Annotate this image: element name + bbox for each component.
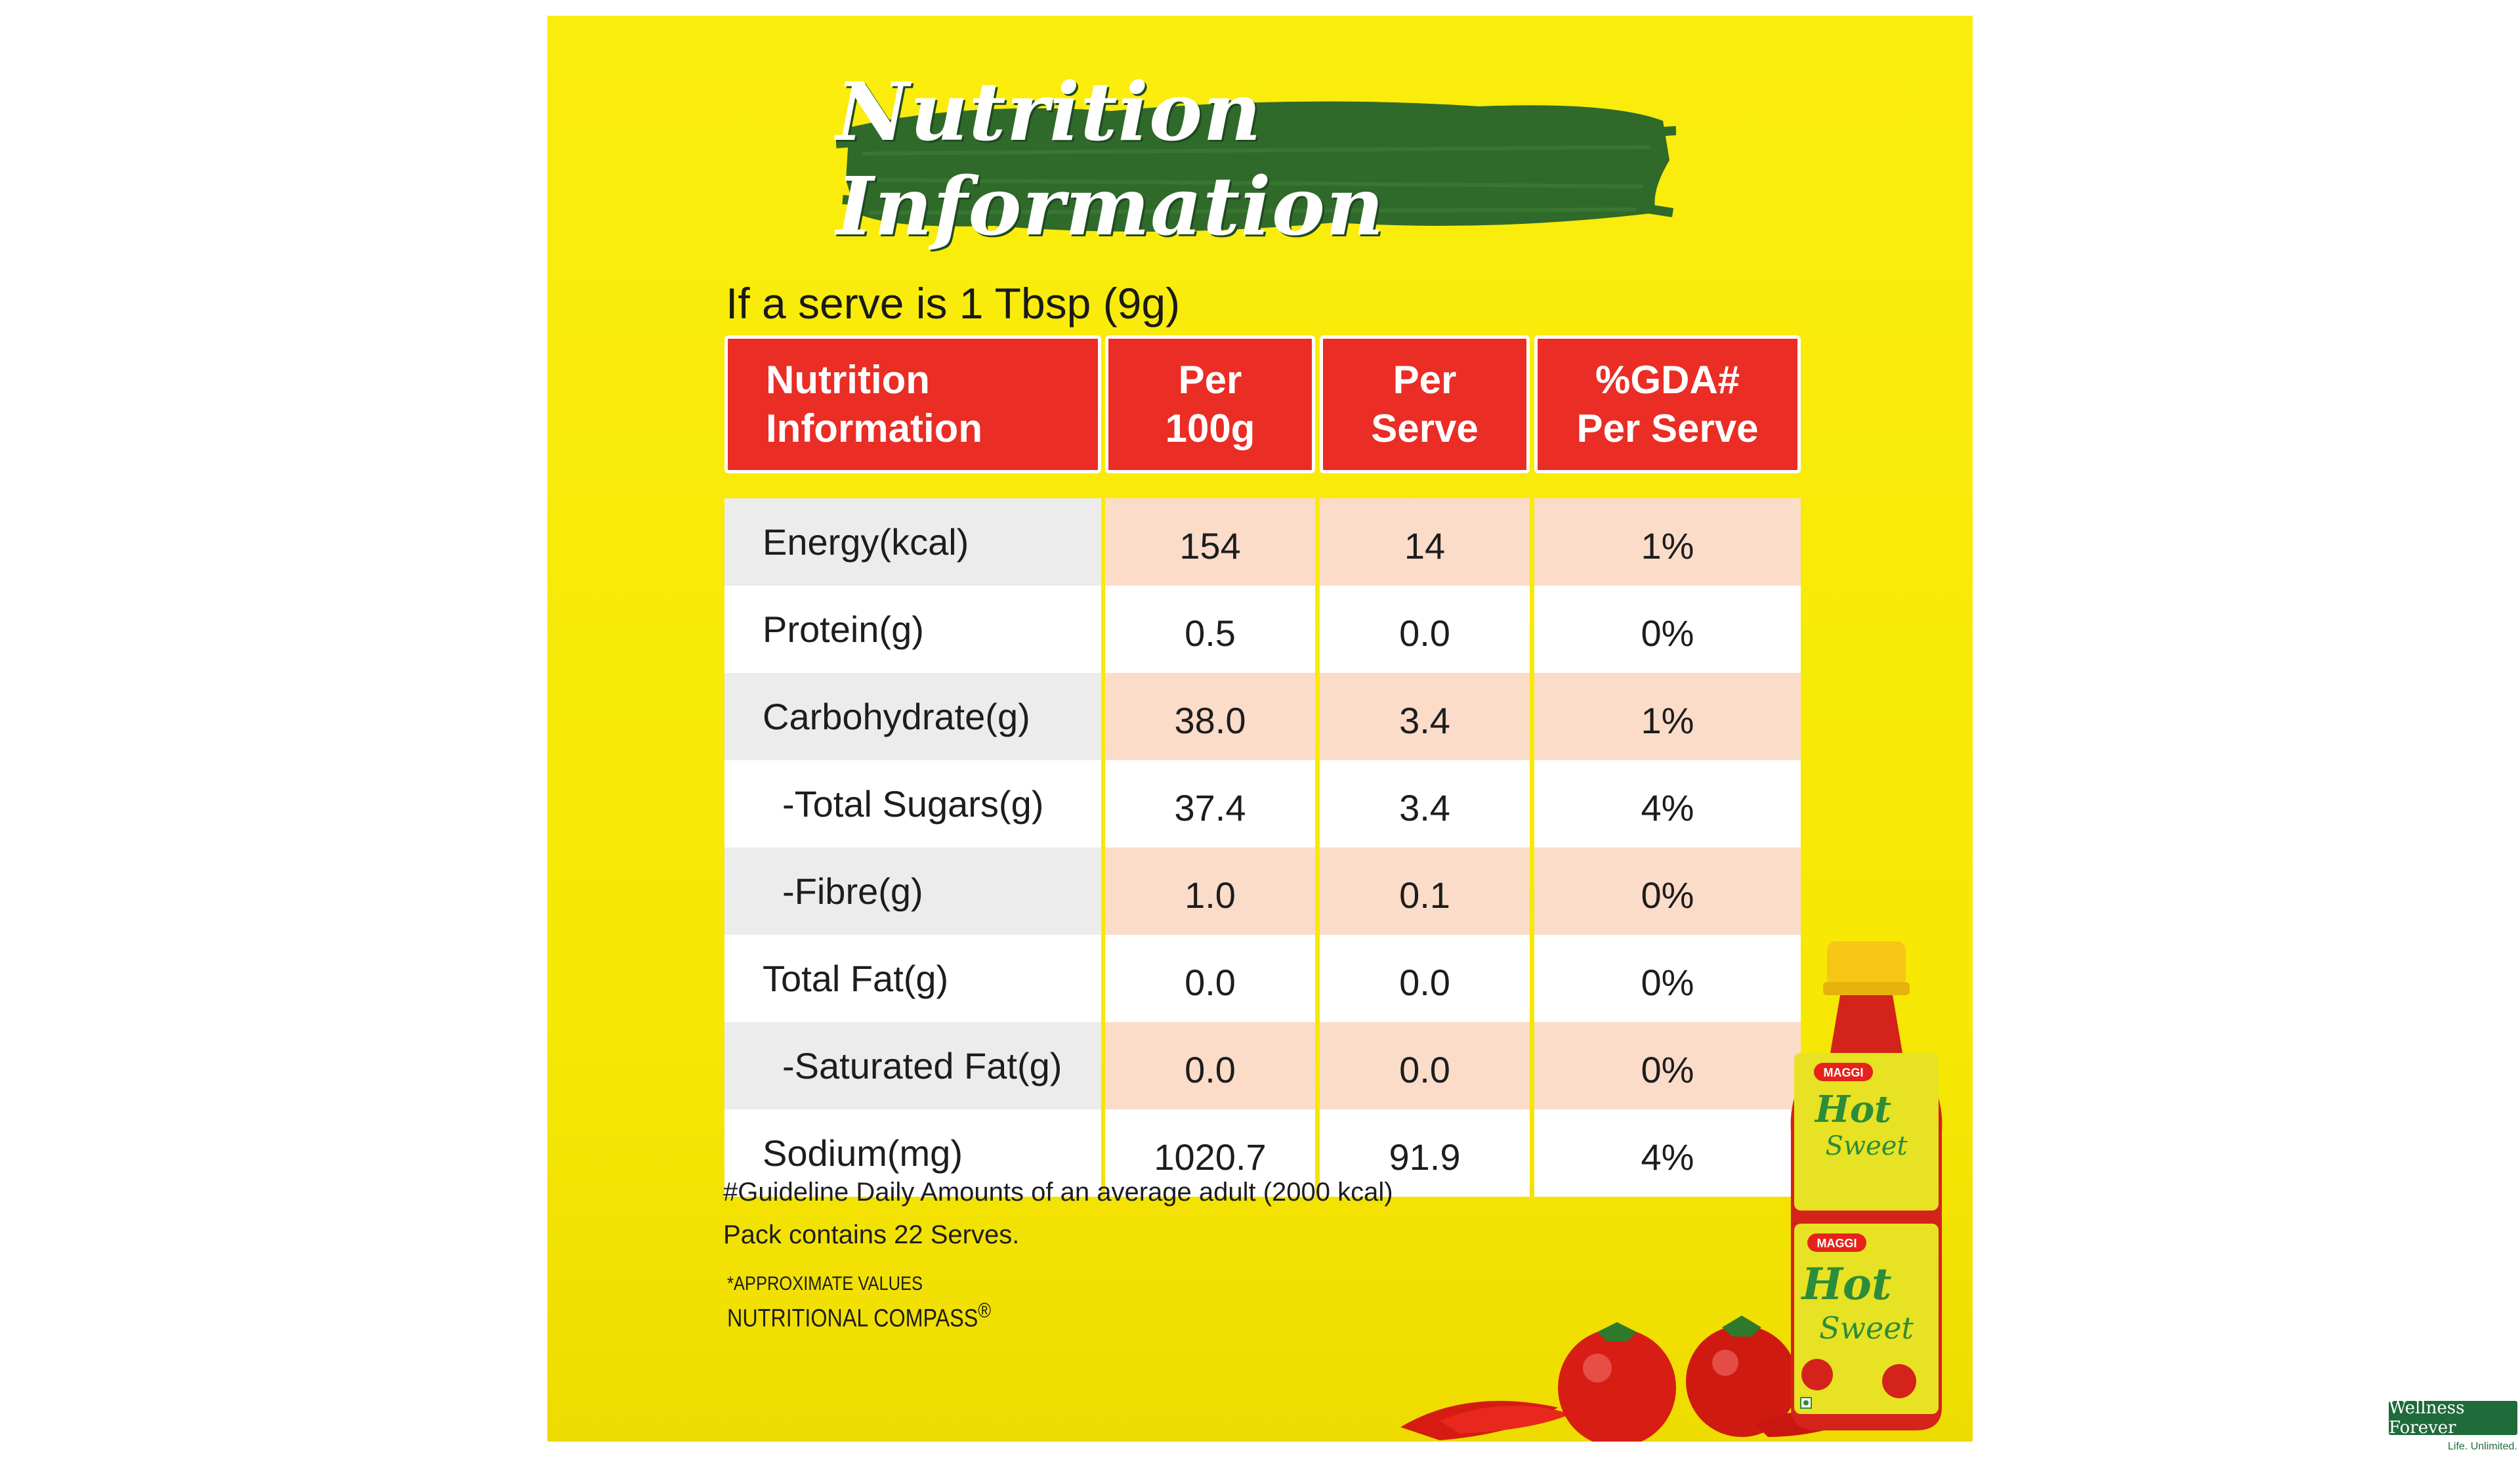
value-per-serve: 0.0 bbox=[1320, 935, 1530, 1022]
row-label: Protein(g) bbox=[724, 586, 1101, 673]
header-col4-line2: Per Serve bbox=[1576, 406, 1759, 450]
row-label: Carbohydrate(g) bbox=[724, 673, 1101, 760]
nutrition-card: Nutrition Information If a serve is 1 Tb… bbox=[547, 16, 1973, 1442]
bottle-hot-label-top: Hot bbox=[1814, 1088, 1891, 1131]
value-gda: 0% bbox=[1534, 586, 1801, 673]
row-label: Total Fat(g) bbox=[724, 935, 1101, 1022]
registered-mark: ® bbox=[978, 1298, 992, 1322]
row-label: Sodium(mg) bbox=[724, 1109, 1101, 1197]
table-row: Sodium(mg) 1020.7 91.9 4% bbox=[724, 1109, 1801, 1197]
value-per-100g: 154 bbox=[1105, 498, 1315, 586]
value-per-serve: 91.9 bbox=[1320, 1109, 1530, 1197]
value-per-serve: 0.1 bbox=[1320, 847, 1530, 935]
header-per-100g: Per 100g bbox=[1105, 335, 1315, 473]
approx-values-text: *APPROXIMATE VALUES bbox=[727, 1273, 923, 1295]
header-col1-line2: Information bbox=[766, 406, 982, 450]
brush-banner bbox=[836, 101, 1676, 232]
bottle-brand-bottom: MAGGI bbox=[1817, 1237, 1857, 1250]
value-per-serve: 0.0 bbox=[1320, 586, 1530, 673]
value-gda: 0% bbox=[1534, 935, 1801, 1022]
wellness-forever-tagline: Life. Unlimited. bbox=[2448, 1441, 2517, 1452]
value-per-100g: 1.0 bbox=[1105, 847, 1315, 935]
value-gda: 4% bbox=[1534, 1109, 1801, 1197]
table-row: Protein(g) 0.5 0.0 0% bbox=[724, 586, 1801, 673]
nutrition-table-body: Energy(kcal) 154 14 1% Protein(g) 0.5 0.… bbox=[724, 498, 1801, 1197]
bottle-brand-top: MAGGI bbox=[1824, 1066, 1864, 1079]
approx-footnote: *APPROXIMATE VALUES NUTRITIONAL COMPASS® bbox=[727, 1271, 991, 1332]
table-row: Total Fat(g) 0.0 0.0 0% bbox=[724, 935, 1801, 1022]
header-col3-line1: Per bbox=[1393, 358, 1457, 402]
serve-size-text: If a serve is 1 Tbsp (9g) bbox=[726, 279, 1181, 328]
value-gda: 0% bbox=[1534, 1022, 1801, 1109]
value-per-100g: 37.4 bbox=[1105, 760, 1315, 847]
header-col1-line1: Nutrition bbox=[766, 358, 930, 402]
table-row: Carbohydrate(g) 38.0 3.4 1% bbox=[724, 673, 1801, 760]
pack-footnote: Pack contains 22 Serves. bbox=[723, 1220, 1020, 1249]
value-per-100g: 0.0 bbox=[1105, 935, 1315, 1022]
row-label: Energy(kcal) bbox=[724, 498, 1101, 586]
value-gda: 1% bbox=[1534, 673, 1801, 760]
bottle-sweet-label-top: Sweet bbox=[1825, 1131, 1908, 1161]
value-gda: 4% bbox=[1534, 760, 1801, 847]
value-per-serve: 3.4 bbox=[1320, 673, 1530, 760]
table-row: -Saturated Fat(g) 0.0 0.0 0% bbox=[724, 1022, 1801, 1109]
value-per-100g: 38.0 bbox=[1105, 673, 1315, 760]
value-per-serve: 14 bbox=[1320, 498, 1530, 586]
header-col2-line2: 100g bbox=[1165, 406, 1255, 450]
table-row: -Total Sugars(g) 37.4 3.4 4% bbox=[724, 760, 1801, 847]
header-per-serve: Per Serve bbox=[1320, 335, 1530, 473]
row-label: -Fibre(g) bbox=[724, 847, 1101, 935]
gda-footnote: #Guideline Daily Amounts of an average a… bbox=[723, 1178, 1393, 1207]
header-col2-line1: Per bbox=[1178, 358, 1242, 402]
value-per-serve: 3.4 bbox=[1320, 760, 1530, 847]
bottle-sweet-label-bottom: Sweet bbox=[1819, 1310, 1914, 1346]
row-label: -Total Sugars(g) bbox=[724, 760, 1101, 847]
value-gda: 1% bbox=[1534, 498, 1801, 586]
page-title: Nutrition Information bbox=[836, 64, 1385, 253]
bottle-hot-label-bottom: Hot bbox=[1801, 1258, 1892, 1310]
wellness-forever-logo: Wellness Forever bbox=[2389, 1398, 2517, 1438]
value-per-100g: 0.5 bbox=[1105, 586, 1315, 673]
nutritional-compass-text: NUTRITIONAL COMPASS bbox=[727, 1304, 978, 1333]
table-row: -Fibre(g) 1.0 0.1 0% bbox=[724, 847, 1801, 935]
value-per-100g: 1020.7 bbox=[1105, 1109, 1315, 1197]
header-col3-line2: Serve bbox=[1371, 406, 1479, 450]
value-gda: 0% bbox=[1534, 847, 1801, 935]
sauce-bottle-image: MAGGI Hot Sweet MAGGI Hot Sweet bbox=[1790, 941, 1942, 1430]
header-nutrition-information: Nutrition Information bbox=[724, 335, 1101, 473]
table-row: Energy(kcal) 154 14 1% bbox=[724, 498, 1801, 586]
header-gda-per-serve: %GDA# Per Serve bbox=[1534, 335, 1801, 473]
value-per-100g: 0.0 bbox=[1105, 1022, 1315, 1109]
value-per-serve: 0.0 bbox=[1320, 1022, 1530, 1109]
header-col4-line1: %GDA# bbox=[1595, 358, 1740, 402]
row-label: -Saturated Fat(g) bbox=[724, 1022, 1101, 1109]
